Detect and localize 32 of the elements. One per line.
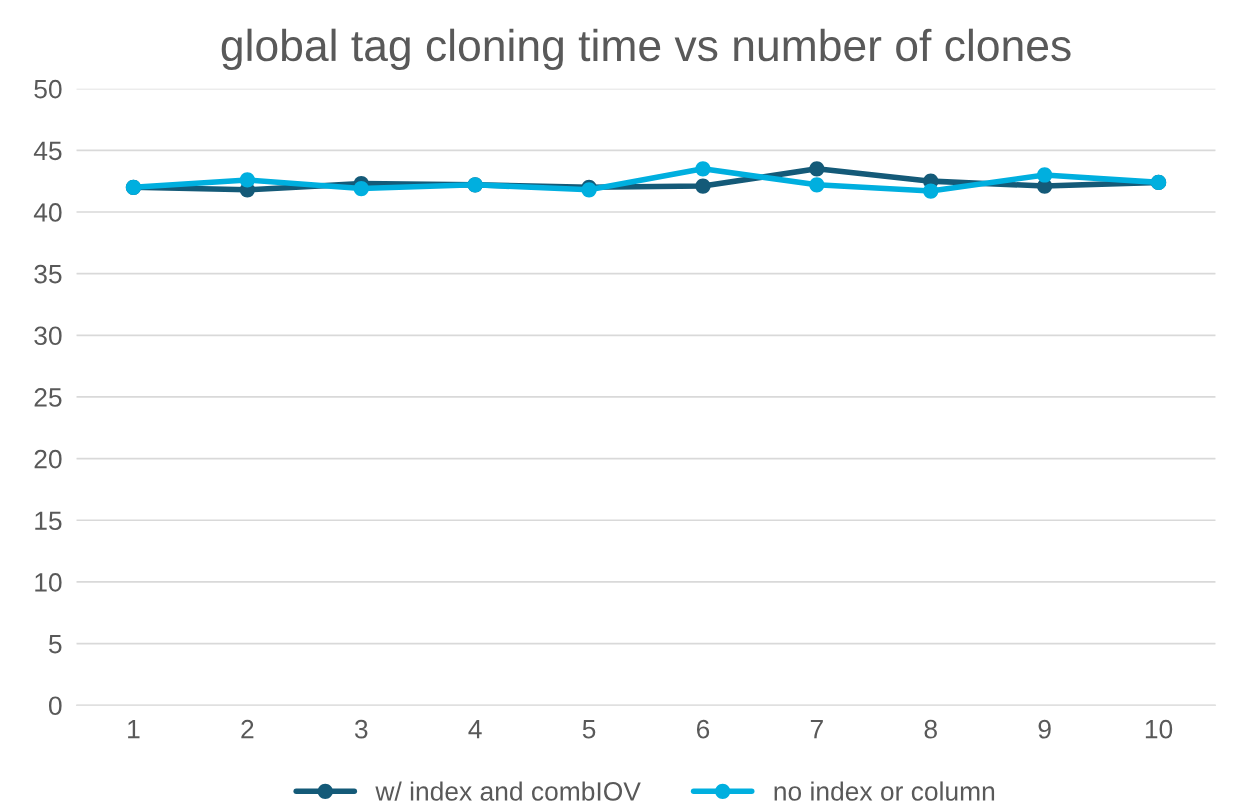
y-tick-label: 30 [34, 326, 62, 346]
y-tick-label: 15 [35, 511, 62, 531]
x-tick-label: 10 [1145, 719, 1173, 739]
point [695, 161, 711, 177]
y-tick-label: 35 [34, 264, 62, 284]
x-tick-label: 2 [241, 719, 254, 739]
point [923, 183, 939, 199]
y-tick-label: 50 [34, 79, 62, 99]
x-tick-label: 6 [696, 719, 710, 739]
x-tick-label: 3 [354, 719, 368, 739]
x-tick-label: 1 [128, 720, 140, 739]
x-tick-label: 4 [468, 720, 482, 739]
y-tick-label: 40 [33, 203, 62, 222]
point [809, 161, 825, 177]
y-tick-label: 20 [34, 449, 62, 469]
y-tick-label: 10 [35, 573, 62, 592]
point [695, 178, 711, 194]
x-tick-label: 8 [924, 719, 937, 739]
point [1037, 167, 1053, 183]
y-tick-label: 0 [48, 696, 62, 716]
point [239, 172, 255, 188]
y-tick-label: 45 [33, 141, 62, 161]
x-tick-label: 9 [1038, 719, 1051, 739]
y-tick-label: 25 [34, 388, 62, 407]
chart-title: global tag cloning time vs number of clones [221, 28, 1071, 71]
x-tick-label: 7 [810, 720, 823, 739]
legend-label: no index or column [774, 781, 995, 801]
point [353, 180, 369, 197]
x-tick-label: 5 [582, 720, 596, 739]
y-tick-label: 5 [49, 635, 62, 654]
point [809, 177, 825, 193]
legend-label: w/ index and combIOV [375, 781, 641, 801]
